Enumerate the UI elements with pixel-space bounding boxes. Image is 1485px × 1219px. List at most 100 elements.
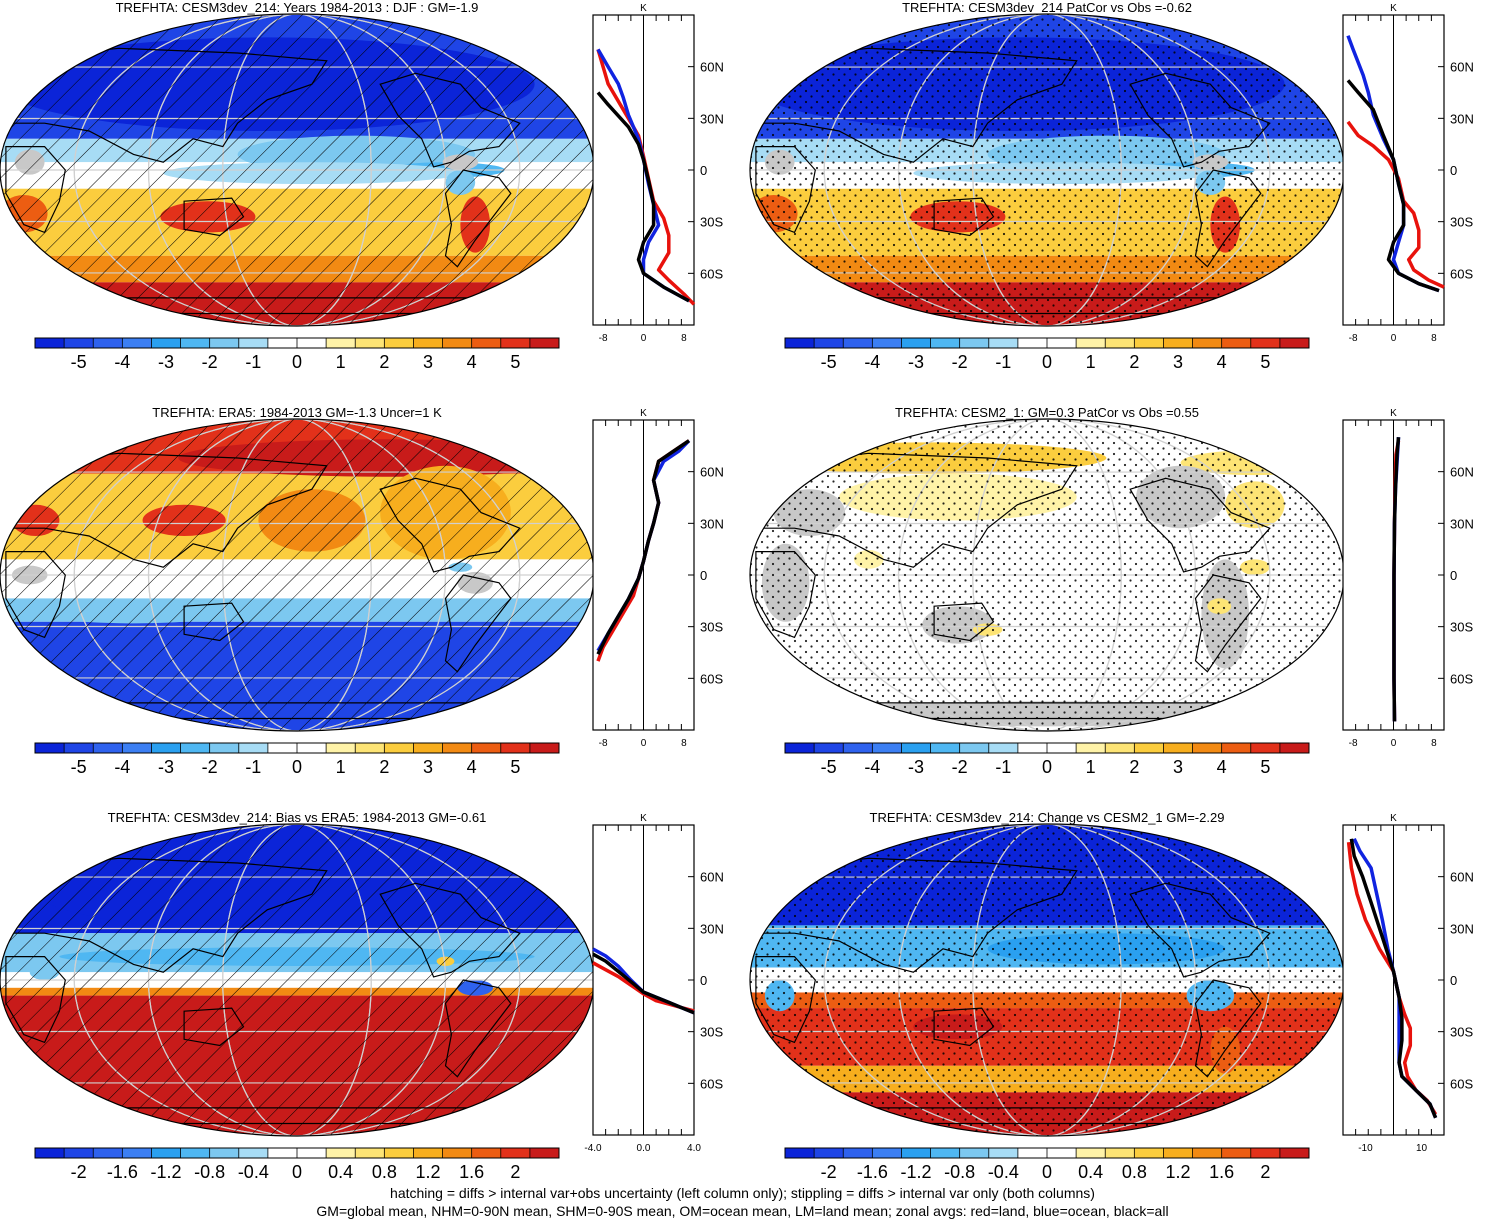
colorbar-tick-label: -2 [952, 757, 968, 777]
zonal-x-tick-label: 0 [1391, 738, 1397, 749]
coastline-africa [5, 955, 66, 1044]
coastline-australia [933, 602, 995, 642]
colorbar-swatch [529, 1148, 560, 1158]
colorbar-swatch [872, 1148, 902, 1158]
colorbar-swatch [843, 1148, 873, 1158]
colorbar-tick-label: -3 [158, 757, 174, 777]
colorbar-tick-label: -1.2 [150, 1162, 181, 1182]
zonal-panel-6: K -10 10 60N 30N 0 30S 60S [1342, 813, 1474, 1154]
stippling-overlay [750, 824, 1344, 1136]
colorbar-tick-label: -5 [821, 757, 837, 777]
coastline-africa [5, 550, 66, 639]
coastline-australia [183, 1007, 245, 1047]
zonal-line-all [1346, 79, 1440, 293]
zonal-panel-2: K -8 0 8 60N 30N 0 30S 60S [1342, 3, 1474, 344]
colorbar-swatch [785, 338, 815, 348]
colorbar-swatch [1105, 743, 1135, 753]
colorbar-swatch [1047, 743, 1077, 753]
colorbar-tick-label: 2 [1129, 757, 1139, 777]
colorbar-swatch [1047, 1148, 1077, 1158]
zonal-lat-label: 0 [700, 568, 707, 583]
zonal-x-tick-label: 0.0 [637, 1143, 651, 1154]
colorbar-swatch [413, 743, 444, 753]
colorbar-tick-label: 4 [467, 352, 477, 372]
coastline-america_s [444, 574, 512, 673]
coastline-africa [5, 146, 66, 234]
map-panel-2: TREFHTA: CESM3dev_214 PatCor vs Obs =-0.… [749, 0, 1345, 327]
zonal-x-tick-label: -4.0 [584, 1143, 602, 1154]
zonal-panel-4: K -8 0 8 60N 30N 0 30S 60S [1342, 408, 1474, 749]
zonal-lat-label: 60S [1450, 266, 1473, 281]
colorbar-tick-label: 3 [1173, 352, 1183, 372]
colorbar-swatch [500, 1148, 531, 1158]
colorbar-tick-label: 5 [1260, 352, 1270, 372]
coastline-america_n [379, 477, 521, 573]
coastline-australia [183, 602, 245, 642]
colorbar-tick-label: -0.8 [194, 1162, 225, 1182]
colorbar-swatch [35, 743, 65, 753]
map-fill [0, 14, 594, 326]
zonal-lat-label: 60N [700, 465, 724, 480]
colorbar-tick-label: -1 [995, 757, 1011, 777]
colorbar-tick-label: 0 [1042, 352, 1052, 372]
zonal-lat-label: 0 [1450, 973, 1457, 988]
zonal-x-tick-label: -8 [599, 333, 608, 344]
zonal-panel-3: K -8 0 8 60N 30N 0 30S 60S [592, 408, 724, 749]
colorbar-tick-label: -0.4 [238, 1162, 269, 1182]
colorbar-swatch [959, 743, 990, 753]
colorbar-swatch [471, 743, 502, 753]
colorbar-swatch [1163, 1148, 1194, 1158]
colorbar-tick-label: 3 [1173, 757, 1183, 777]
zonal-lat-label: 60S [700, 1076, 723, 1091]
zonal-x-tick-label: 8 [681, 333, 687, 344]
panel-title: TREFHTA: CESM3dev_214: Years 1984-2013 :… [116, 0, 479, 15]
coastline-america_s [1194, 574, 1262, 673]
map-panel-5: TREFHTA: CESM3dev_214: Bias vs ERA5: 198… [0, 810, 595, 1137]
colorbar-swatch [326, 743, 356, 753]
colorbar-swatch [297, 743, 327, 753]
colorbar-swatch [297, 1148, 327, 1158]
zonal-lat-label: 60S [700, 671, 723, 686]
coastline-eurasia [750, 857, 1078, 973]
map-panel-1: TREFHTA: CESM3dev_214: Years 1984-2013 :… [0, 0, 595, 327]
colorbar-swatch [872, 338, 902, 348]
colorbar-swatch [843, 743, 873, 753]
colorbar-swatch [442, 338, 473, 348]
coastline-america_s [1194, 979, 1262, 1078]
zonal-unit-label: K [1390, 813, 1397, 824]
colorbar-tick-label: 0.4 [328, 1162, 353, 1182]
zonal-x-tick-label: 8 [681, 738, 687, 749]
colorbar-tick-label: 3 [423, 352, 433, 372]
hatching-overlay [0, 824, 594, 1136]
colorbar-swatch [209, 338, 240, 348]
colorbar-swatch [93, 1148, 123, 1158]
colorbar-swatch [122, 743, 152, 753]
colorbar-tick-label: 4 [1217, 757, 1227, 777]
colorbar-swatch [959, 1148, 990, 1158]
zonal-lat-label: 30S [700, 620, 723, 635]
colorbar-tick-label: -2 [952, 352, 968, 372]
colorbar-swatch [1047, 338, 1077, 348]
map-fill [0, 419, 594, 731]
coastline-america_s [444, 979, 512, 1078]
colorbar-swatch [930, 1148, 961, 1158]
panel-title: TREFHTA: CESM3dev_214: Change vs CESM2_1… [870, 810, 1225, 825]
colorbar-swatch [1279, 338, 1310, 348]
colorbar-tick-label: -0.8 [944, 1162, 975, 1182]
colorbar-swatch [238, 1148, 269, 1158]
colorbar-swatch [1105, 1148, 1135, 1158]
map-panel-6: TREFHTA: CESM3dev_214: Change vs CESM2_1… [749, 810, 1345, 1137]
colorbar-swatch [180, 743, 211, 753]
zonal-x-tick-label: 8 [1431, 738, 1437, 749]
colorbar-tick-label: 2 [1260, 1162, 1270, 1182]
colorbar-swatch [122, 1148, 152, 1158]
colorbar-swatch [1250, 338, 1281, 348]
colorbar-swatch [413, 338, 444, 348]
zonal-panel-5: K -4.0 0.0 4.0 60N 30N 0 30S 60S [584, 813, 723, 1154]
stippling-overlay [750, 419, 1344, 731]
colorbar-swatch [442, 1148, 473, 1158]
zonal-unit-label: K [1390, 408, 1397, 419]
footer-gm-legend: GM=global mean, NHM=0-90N mean, SHM=0-90… [316, 1203, 1169, 1219]
colorbar-swatch [1250, 743, 1281, 753]
